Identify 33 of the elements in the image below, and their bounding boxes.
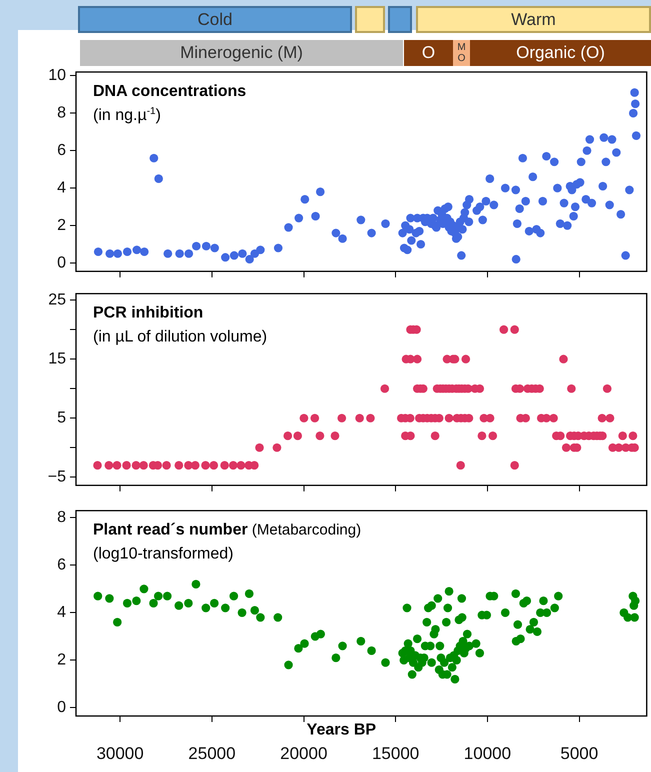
y-tick-label: 4 bbox=[57, 604, 66, 622]
y-tick-label: 4 bbox=[57, 179, 66, 196]
text: DNA concentrations bbox=[93, 83, 246, 100]
y-tick-label: 5 bbox=[57, 410, 66, 427]
x-tick-label: 10000 bbox=[464, 744, 512, 763]
y-tick-label: 10 bbox=[48, 67, 66, 84]
y-tick-label: 6 bbox=[57, 556, 66, 574]
text: PCR inhibition bbox=[93, 304, 204, 322]
x-tick-label: 15000 bbox=[372, 744, 420, 763]
sediment-strip: O bbox=[404, 40, 453, 66]
x-tick-label: 25000 bbox=[188, 744, 236, 763]
y-tick-label: 2 bbox=[57, 216, 66, 234]
y-tick-label: 2 bbox=[57, 652, 66, 669]
sediment-strip: Organic (O) bbox=[470, 40, 651, 66]
y-tick-label: 8 bbox=[57, 104, 66, 122]
x-axis-title: Years BP bbox=[306, 721, 376, 738]
x-tick-label: 5000 bbox=[560, 744, 598, 763]
y-tick-label: 25 bbox=[48, 292, 66, 308]
y-tick-label: −5 bbox=[48, 468, 66, 486]
sediment-strip: M O bbox=[453, 40, 470, 66]
sediment-strip: Minerogenic (M) bbox=[80, 40, 403, 66]
y-tick-label: 15 bbox=[48, 350, 66, 368]
climate-strip: Warm bbox=[416, 6, 651, 33]
x-tick-label: 20000 bbox=[280, 744, 328, 763]
text: (log10-transformed) bbox=[93, 546, 234, 563]
y-tick-label: 8 bbox=[57, 509, 66, 526]
x-tick-label: 30000 bbox=[96, 744, 144, 763]
y-tick-label: 0 bbox=[57, 254, 66, 272]
text: (in µL of dilution volume) bbox=[93, 328, 268, 346]
y-tick-label: 6 bbox=[57, 142, 66, 160]
text: Plant read´s number (Metabarcoding) bbox=[93, 522, 362, 539]
climate-strip: Cold bbox=[78, 6, 352, 33]
y-tick-label: 0 bbox=[57, 699, 66, 716]
